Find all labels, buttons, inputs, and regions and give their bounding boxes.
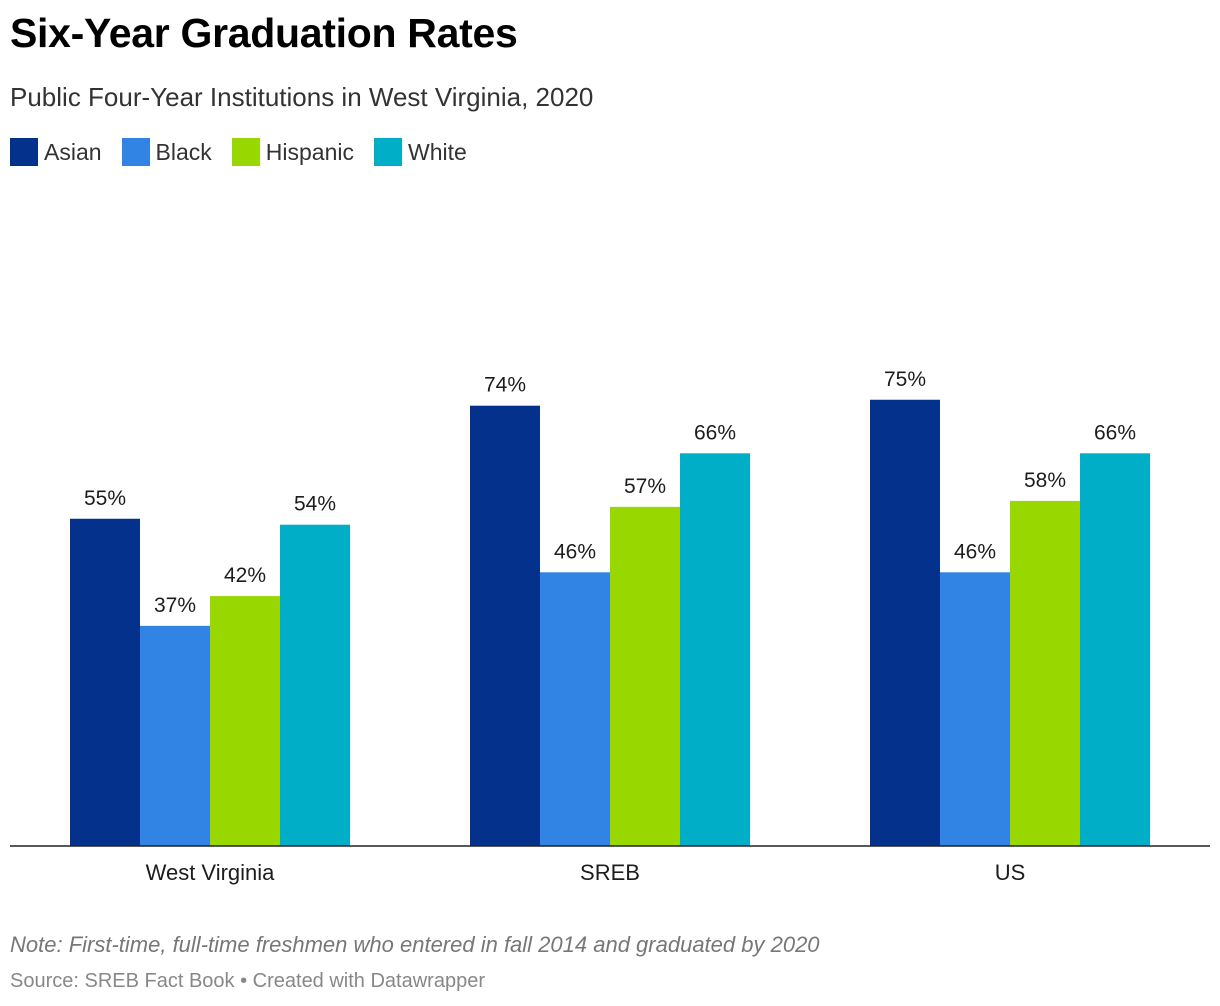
bar-hispanic-west-virginia	[210, 596, 280, 846]
x-tick-label: West Virginia	[146, 860, 276, 885]
data-label-hispanic-sreb: 57%	[624, 475, 666, 498]
chart-title: Six-Year Graduation Rates	[10, 10, 518, 56]
data-label-asian-sreb: 74%	[484, 374, 526, 397]
data-label-black-west-virginia: 37%	[154, 594, 196, 617]
legend-label-black: Black	[155, 138, 212, 165]
legend-label-asian: Asian	[44, 138, 102, 165]
legend-item-white: White	[374, 138, 467, 166]
bar-asian-west-virginia	[70, 518, 140, 846]
data-label-asian-us: 75%	[884, 368, 926, 391]
bar-black-west-virginia	[140, 625, 210, 846]
bar-chart: 55% 37% 42% 54% West Virginia 74% 46% 57% 66% SRE…	[10, 368, 1210, 885]
legend-swatch-white	[374, 138, 403, 166]
legend-label-white: White	[408, 138, 467, 165]
chart-source: Source: SREB Fact Book • Created with Da…	[10, 970, 485, 992]
chart-note: Note: First-time, full-time freshmen who…	[10, 932, 820, 957]
data-label-asian-west-virginia: 55%	[84, 487, 126, 510]
legend-swatch-hispanic	[231, 138, 260, 166]
legend-item-asian: Asian	[10, 138, 102, 166]
x-tick-label: US	[995, 860, 1026, 885]
data-label-white-sreb: 66%	[694, 421, 736, 444]
legend-item-hispanic: Hispanic	[231, 138, 355, 166]
data-label-white-us: 66%	[1094, 421, 1136, 444]
bar-hispanic-sreb	[610, 506, 680, 846]
bar-white-sreb	[680, 453, 750, 846]
bar-white-west-virginia	[280, 524, 350, 846]
legend-swatch-black	[121, 138, 150, 166]
data-label-black-us: 46%	[954, 540, 996, 563]
bar-white-us	[1080, 453, 1150, 846]
x-tick-label: SREB	[580, 860, 640, 885]
data-label-hispanic-west-virginia: 42%	[224, 564, 266, 587]
data-label-hispanic-us: 58%	[1024, 469, 1066, 492]
legend: Asian Black Hispanic White	[10, 137, 487, 167]
legend-item-black: Black	[121, 138, 212, 166]
bar-asian-us	[870, 399, 940, 846]
legend-swatch-asian	[10, 138, 38, 166]
data-label-white-west-virginia: 54%	[294, 493, 336, 516]
chart-subtitle: Public Four-Year Institutions in West Vi…	[10, 82, 594, 112]
bar-black-sreb	[540, 572, 610, 846]
data-label-black-sreb: 46%	[554, 540, 596, 563]
bar-hispanic-us	[1010, 500, 1080, 846]
bar-asian-sreb	[470, 405, 540, 846]
legend-label-hispanic: Hispanic	[265, 138, 355, 165]
bar-black-us	[940, 572, 1010, 846]
